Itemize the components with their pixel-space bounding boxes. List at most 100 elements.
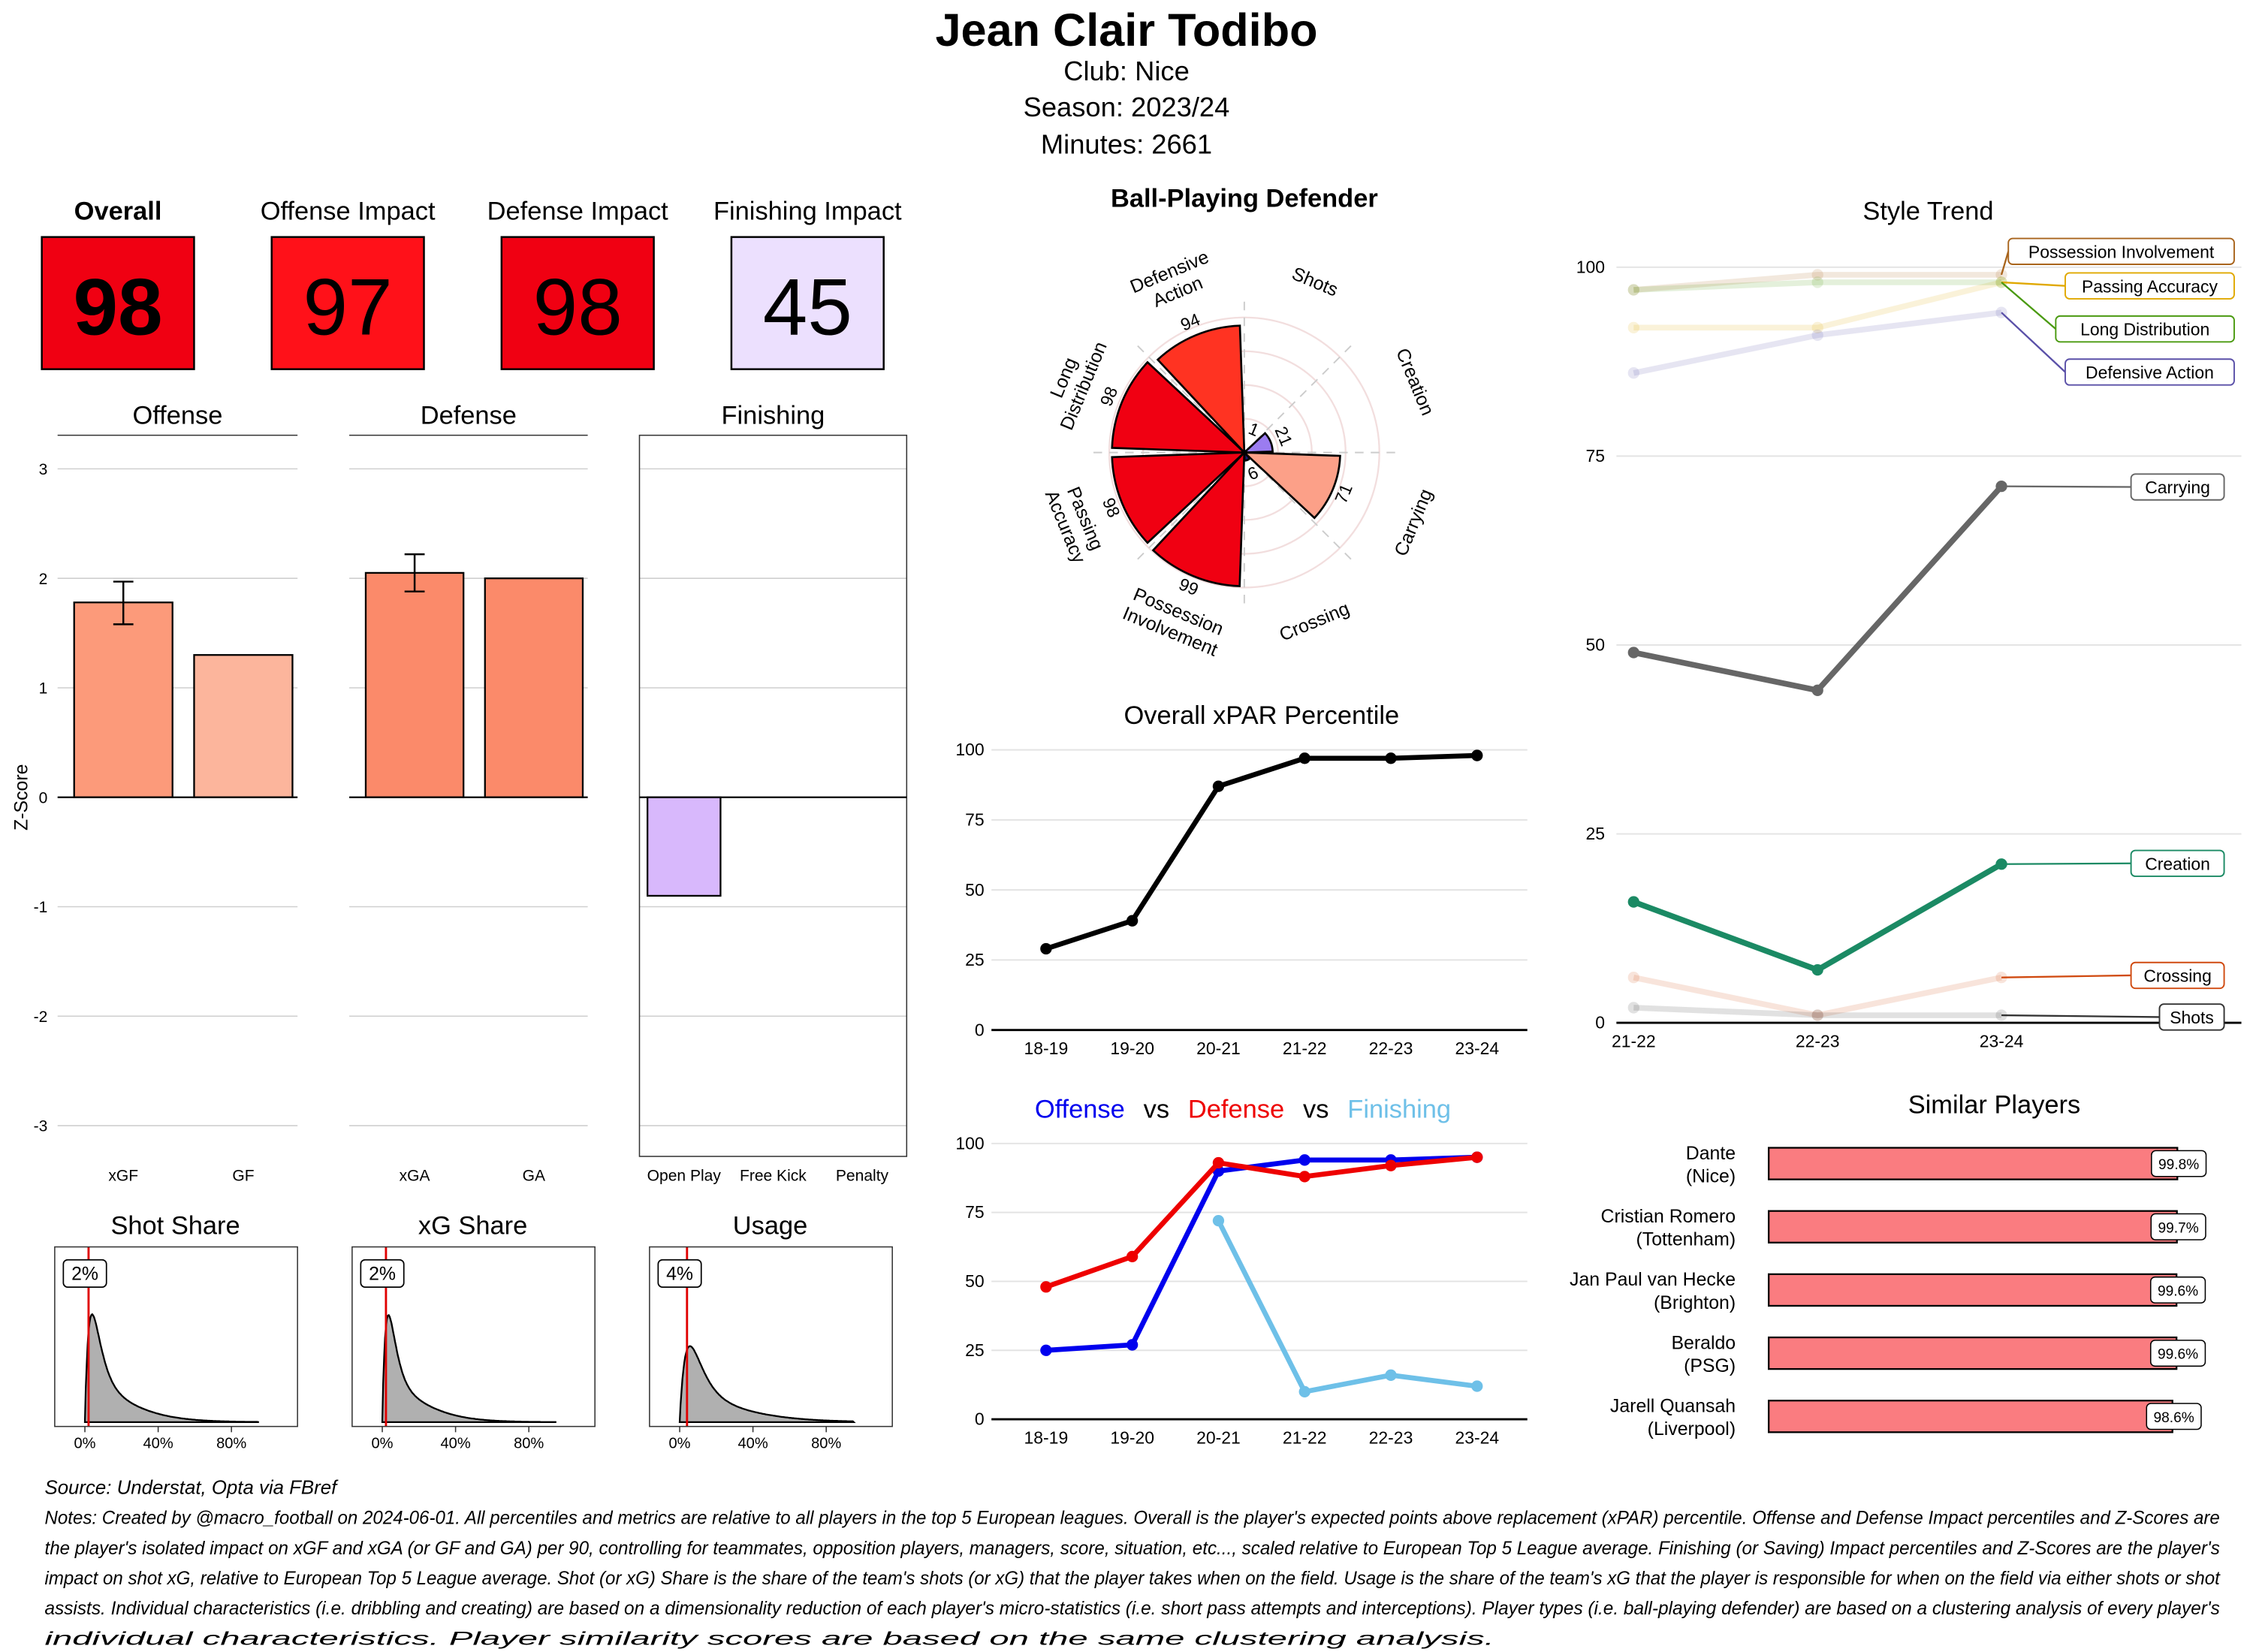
similar-players-chart: Similar Players Dante(Nice) 99.8% Cristian …: [1570, 1091, 2207, 1439]
y-tick-label: 0: [1595, 1013, 1605, 1032]
data-point: [1212, 1214, 1225, 1227]
similarity-label: 99.6%: [2158, 1347, 2198, 1363]
y-tick-label: 25: [965, 1340, 985, 1360]
x-tick-label: 19-20: [1110, 1428, 1154, 1448]
x-tick-label: 80%: [811, 1435, 841, 1452]
panel-title: xG Share: [418, 1211, 527, 1240]
label-line: Carrying: [1390, 486, 1437, 559]
panel-border: [638, 434, 908, 1157]
notes-line: individual characteristics. Player simil…: [44, 1628, 1494, 1649]
similar-player-row: Jan Paul van Hecke(Brighton) 99.6%: [1570, 1269, 2206, 1313]
polar-value-label: 21: [1271, 424, 1297, 449]
data-point: [1298, 1171, 1310, 1183]
marker-label-box: [62, 1259, 107, 1288]
bar: [364, 571, 465, 798]
data-point: [1298, 752, 1310, 764]
x-tick-label: 21-22: [1283, 1428, 1327, 1448]
series-label: Defensive Action: [2086, 363, 2214, 382]
x-tick-label: 23-24: [1980, 1032, 2024, 1051]
polar-category-label: DefensiveAction: [1127, 246, 1220, 318]
chart-title: Style Trend: [1862, 197, 1993, 226]
x-tick-label: 0%: [74, 1435, 96, 1452]
bar: [484, 577, 584, 798]
series-label-box: [2130, 849, 2225, 877]
panel-border: [649, 1246, 893, 1427]
polar-category-label: Creation: [1392, 345, 1439, 419]
density-area: [678, 1345, 856, 1424]
impact-value: 45: [763, 262, 852, 352]
polar-category-label: LongDistribution: [1036, 330, 1111, 433]
zscore-panel-offense: Offense xGF GF: [57, 401, 298, 1185]
series-label-box: [2130, 961, 2225, 990]
series-line-finishing: [1216, 1219, 1478, 1394]
data-point: [1811, 321, 1823, 333]
notes-line: impact on shot xG, relative to European …: [44, 1568, 2220, 1589]
similar-player-row: Jarell Quansah(Liverpool) 98.6%: [1610, 1396, 2202, 1439]
similarity-label: 99.7%: [2158, 1220, 2199, 1236]
data-point: [1627, 284, 1639, 296]
data-point: [1627, 284, 1639, 296]
marker-label-box: [657, 1259, 702, 1288]
data-point: [1995, 858, 2007, 870]
y-tick-label: 2: [39, 571, 48, 588]
panel-border: [351, 1246, 596, 1427]
impact-box: [730, 236, 885, 370]
density-area: [83, 1313, 259, 1424]
similarity-label: 98.6%: [2154, 1410, 2194, 1426]
impact-value: 97: [303, 262, 393, 352]
impact-card: Defense Impact 98: [487, 197, 669, 370]
x-tick-label: 20-21: [1196, 1039, 1241, 1058]
polar-bar: [1111, 360, 1247, 454]
x-tick-label: 0%: [669, 1435, 691, 1452]
series-label-box: [2064, 358, 2235, 386]
impact-label: Overall: [74, 197, 162, 226]
y-tick-label: 50: [1586, 635, 1606, 655]
series-label-box: [2055, 315, 2235, 343]
player-name: Beraldo: [1671, 1332, 1736, 1353]
panel-title: Usage: [733, 1211, 808, 1240]
label-connector: [2000, 251, 2010, 276]
series-label-box: [2130, 473, 2225, 501]
series-label: Crossing: [2143, 966, 2212, 986]
data-point: [1627, 972, 1639, 984]
impact-label: Finishing Impact: [713, 197, 902, 226]
page-title: Jean Clair Todibo: [936, 5, 1318, 56]
impact-card: Overall 98: [41, 197, 195, 370]
polar-bar: [1111, 451, 1247, 544]
x-tick-label: xGF: [108, 1168, 138, 1185]
data-point: [1126, 1250, 1139, 1263]
x-tick-label: Open Play: [647, 1168, 722, 1185]
season-line: Season: 2023/24: [1024, 92, 1230, 122]
panel-title: Defense: [421, 401, 517, 430]
data-point: [1811, 1009, 1823, 1021]
similarity-label-box: [2149, 1276, 2206, 1304]
data-point: [1126, 1339, 1139, 1351]
series-label-box: [2007, 237, 2235, 265]
polar-category-label: Shots: [1289, 263, 1341, 300]
zscore-chart: Z-Score 3 2 1 0 -1 -2 -3 Offense xGF GF Defense xGA G…: [11, 401, 908, 1185]
x-tick-label: 40%: [441, 1435, 471, 1452]
marker-label: 2%: [369, 1264, 396, 1285]
similarity-bar: [1767, 1336, 2178, 1370]
data-point: [1212, 1156, 1225, 1169]
x-tick-label: Free Kick: [740, 1168, 807, 1185]
label-connector: [2001, 1014, 2160, 1018]
x-tick-label: 22-23: [1369, 1039, 1413, 1058]
chart-title: Ball-Playing Defender: [1111, 184, 1378, 213]
impact-label: Defense Impact: [487, 197, 669, 226]
y-tick-label: 3: [39, 461, 48, 478]
density-area: [381, 1313, 556, 1424]
title-part: Offense: [1035, 1095, 1125, 1123]
impact-label: Offense Impact: [261, 197, 436, 226]
similarity-label-box: [2150, 1213, 2206, 1241]
x-tick-label: 23-24: [1455, 1039, 1499, 1058]
x-tick-label: 21-22: [1612, 1032, 1656, 1051]
y-tick-label: 50: [965, 1271, 985, 1291]
series-label: Passing Accuracy: [2082, 276, 2218, 296]
polar-category-label: PassingAccuracy: [1041, 479, 1110, 567]
chart-title: Similar Players: [1908, 1091, 2081, 1120]
x-tick-label: 23-24: [1455, 1428, 1499, 1448]
player-name: Jan Paul van Hecke: [1570, 1269, 1736, 1290]
data-point: [1627, 321, 1639, 333]
